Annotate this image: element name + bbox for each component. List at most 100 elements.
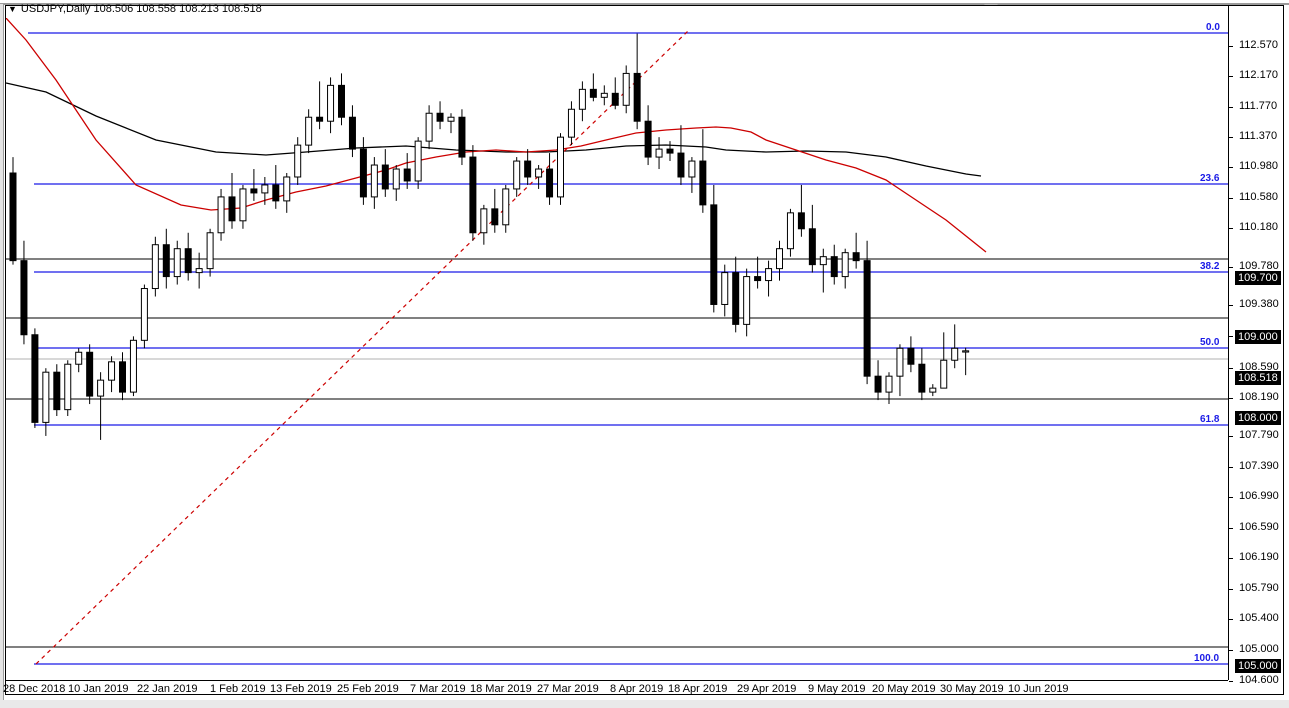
candle-body-bullish (929, 387, 937, 393)
price-tick-label: 106.190 (1239, 551, 1279, 563)
price-tick-label: 110.580 (1239, 191, 1278, 203)
candle-body-bullish (841, 252, 849, 278)
price-scale-divider (1228, 6, 1229, 680)
candle-body-bullish (776, 248, 783, 270)
price-tick-mark (1229, 107, 1233, 108)
candle-body-bullish (140, 288, 148, 341)
price-tick-mark (1229, 467, 1233, 468)
date-tick-label: 10 Jun 2019 (1008, 683, 1069, 695)
chart-header: ▼ USDJPY,Daily 108.506 108.558 108.213 10… (8, 3, 262, 15)
date-tick-label: 27 Mar 2019 (537, 683, 599, 695)
candle-body-bearish (20, 260, 28, 336)
chart-plot-area[interactable] (6, 18, 1228, 680)
candle-body-bearish (469, 156, 477, 234)
candle-body-bullish (414, 140, 422, 182)
candle-body-bullish (765, 268, 773, 282)
candle-body-bullish (896, 347, 904, 377)
candle-body-bearish (86, 351, 94, 397)
candle-body-bullish (206, 232, 214, 270)
candle-body-bearish (611, 92, 619, 106)
price-tick-mark (1229, 558, 1233, 559)
candle-body-bullish (622, 72, 630, 106)
candle-body-bullish (305, 116, 313, 146)
window-chrome-left-divider (3, 4, 4, 708)
price-tick-mark (1229, 76, 1233, 77)
candle-body-bullish (786, 212, 794, 250)
price-tick-mark (1229, 497, 1233, 498)
candle-body-bearish (710, 204, 718, 305)
candle-body-bearish (403, 168, 411, 182)
date-tick-label: 28 Dec 2018 (3, 683, 66, 695)
candle-body-bullish (655, 148, 663, 158)
candle-body-bearish (699, 160, 707, 206)
candle-body-bullish (600, 92, 608, 98)
candle-body-bullish (940, 359, 948, 389)
candle-body-bearish (272, 184, 280, 202)
candle-body-bearish (808, 228, 816, 266)
candle-body-bullish (392, 168, 400, 190)
chart-frame (5, 5, 1284, 695)
candle-body-bearish (907, 347, 915, 365)
candle-body-bullish (721, 272, 729, 305)
candle-body-bullish (885, 375, 893, 393)
candle-body-bearish (918, 363, 926, 393)
date-tick-label: 18 Mar 2019 (470, 683, 532, 695)
time-axis[interactable]: 28 Dec 2018 10 Jan 2019 22 Jan 2019 1 Feb 2… (0, 683, 1229, 705)
price-tick-label: 112.170 (1239, 69, 1278, 81)
candle-body-bullish (578, 88, 586, 110)
candle-body-bearish (436, 112, 444, 122)
level-price-badge: 108.000 (1235, 411, 1281, 425)
price-tick-label: 107.790 (1239, 429, 1279, 441)
candle-body-bearish (863, 260, 871, 377)
candle-body-bearish (633, 72, 641, 122)
candle-body-bullish (447, 116, 455, 122)
candle-body-bearish (348, 116, 356, 150)
current-price-badge: 108.518 (1235, 371, 1281, 385)
moving-average-fast (6, 18, 987, 253)
window-chrome-left (0, 4, 4, 708)
chart-canvas (6, 18, 1228, 665)
candle-body-bearish (677, 152, 685, 178)
candle-body-bullish (195, 268, 203, 274)
price-tick-label: 108.190 (1239, 391, 1279, 403)
price-scale[interactable]: 112.570 112.170 111.770 111.370 110.980 110.5… (1229, 18, 1284, 686)
candle-body-bearish (874, 375, 882, 393)
fib-level-label: 0.0 (1206, 22, 1220, 33)
candle-body-bearish (666, 148, 674, 154)
level-price-badge: 105.000 (1235, 659, 1281, 673)
date-tick-label: 1 Feb 2019 (210, 683, 266, 695)
candle-body-bearish (644, 120, 652, 158)
price-tick-label: 108.590 (1239, 361, 1279, 373)
price-tick-mark (1229, 436, 1233, 437)
candle-body-bearish (524, 160, 532, 178)
price-tick-mark (1229, 228, 1233, 229)
candle-body-bearish (9, 172, 17, 262)
candle-body-bullish (502, 188, 510, 226)
date-tick-label: 30 May 2019 (940, 683, 1004, 695)
date-tick-label: 7 Mar 2019 (410, 683, 466, 695)
candle-body-bullish (129, 339, 137, 393)
candle-body-bearish (338, 84, 345, 118)
candle-body-bullish (370, 164, 378, 198)
candle-body-bearish (31, 334, 39, 423)
candle-body-bearish (589, 88, 597, 98)
candle-body-bullish (819, 256, 827, 266)
candle-body-bullish (425, 112, 433, 142)
chevron-down-icon[interactable]: ▼ (8, 4, 17, 15)
candle-body-bearish (852, 252, 860, 262)
candle-body-bullish (567, 108, 575, 138)
candle-body-bearish (830, 256, 838, 278)
candle-body-bearish (491, 208, 499, 226)
window-chrome-top (0, 0, 1289, 4)
price-tick-mark (1229, 528, 1233, 529)
price-tick-label: 112.570 (1239, 39, 1278, 51)
price-tick-mark (1229, 650, 1233, 651)
price-tick-mark (1229, 167, 1233, 168)
price-tick-label: 104.600 (1239, 674, 1279, 686)
window-chrome-top-divider (0, 3, 1289, 5)
fib-level-label: 50.0 (1200, 337, 1220, 348)
candle-body-bullish (743, 276, 751, 325)
candle-body-bullish (75, 351, 83, 365)
candle-body-bearish (316, 116, 324, 122)
